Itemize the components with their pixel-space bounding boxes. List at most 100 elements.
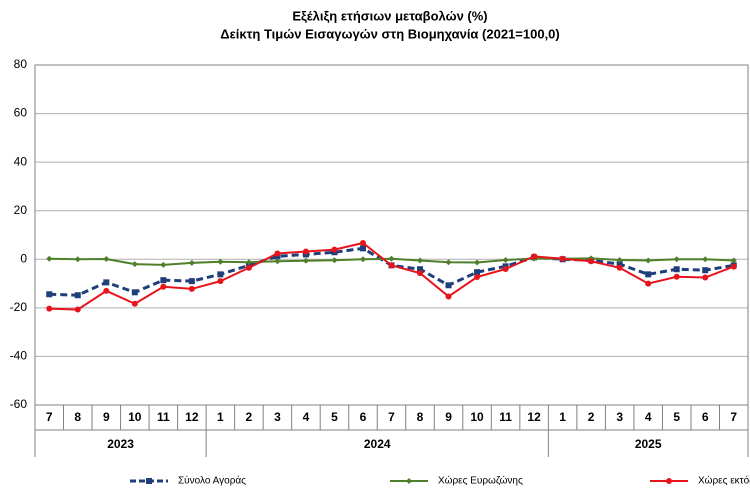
point [474,259,481,266]
x-tick-label: 9 [103,410,110,424]
point [673,256,680,263]
legend-marker [666,478,672,484]
point [245,259,252,266]
point [445,259,452,266]
legend-label: Σύνολο Αγοράς [178,475,246,487]
point [702,256,709,263]
y-tick-label: 80 [14,57,28,71]
plot-frame [34,64,749,406]
point [645,280,652,287]
x-tick-label: 9 [445,410,452,424]
x-tick-label: 10 [128,410,142,424]
point [46,255,53,262]
chart-subtitle: Δείκτη Τιμών Εισαγωγών στη Βιομηχανία (2… [220,26,560,41]
point [531,253,538,260]
x-tick-label: 10 [470,410,484,424]
point [588,258,595,265]
point [359,256,366,263]
y-tick-label: 20 [14,203,28,217]
point [217,278,224,285]
point [702,274,709,281]
point [559,255,566,262]
x-tick-label: 2 [588,410,595,424]
x-tick-label: 7 [730,410,737,424]
series-line [49,241,735,311]
point [131,289,138,296]
point [302,257,309,264]
point [131,300,138,307]
y-tick-label: -20 [10,300,28,314]
point [188,278,195,285]
x-tick-label: 3 [616,410,623,424]
y-tick-label: 60 [14,106,28,120]
point [160,283,167,290]
x-tick-label: 12 [527,410,541,424]
point [188,285,195,292]
point [730,257,737,264]
x-tick-label: 8 [417,410,424,424]
point [645,271,652,278]
point [160,261,167,268]
point [217,258,224,265]
point [445,282,452,289]
point [302,248,309,255]
x-tick-label: 1 [217,410,224,424]
x-tick-label: 6 [360,410,367,424]
point [730,263,737,270]
x-tick-label: 1 [559,410,566,424]
point [388,255,395,262]
point [331,257,338,264]
point [245,264,252,271]
point [359,240,366,247]
point [474,269,481,276]
chart-title: Εξέλιξη ετήσιων μεταβολών (%) [292,8,487,23]
point [46,291,53,298]
legend-marker [146,478,152,484]
point [274,258,281,265]
point [103,287,110,294]
y-tick-label: 0 [20,251,27,265]
x-tick-label: 2 [246,410,253,424]
x-group-label: 2023 [107,437,134,451]
point [388,262,395,269]
point [74,292,81,299]
point [188,259,195,266]
x-tick-label: 5 [331,410,338,424]
point [502,266,509,272]
point [160,277,167,284]
point [274,250,281,257]
legend-label: Χώρες εκτός Ευρωζώνης [698,475,750,487]
point [217,271,224,278]
point [103,279,110,286]
x-tick-label: 4 [303,410,310,424]
point [331,246,338,253]
point [417,270,424,277]
x-tick-label: 12 [185,410,199,424]
point [103,256,110,263]
point [616,264,623,271]
point [474,274,481,281]
x-group-label: 2024 [364,437,391,451]
x-tick-label: 5 [673,410,680,424]
x-tick-label: 8 [74,410,81,424]
x-tick-label: 7 [46,410,53,424]
point [417,266,424,273]
point [673,266,680,273]
legend-label: Χώρες Ευρωζώνης [438,475,523,487]
y-tick-label: -40 [10,349,28,363]
point [131,261,138,268]
point [74,256,81,263]
x-tick-label: 7 [388,410,395,424]
point [645,257,652,264]
point [359,245,366,252]
legend-marker [406,478,412,484]
point [417,257,424,264]
point [616,261,623,268]
x-tick-label: 3 [274,410,281,424]
point [502,257,509,264]
point [46,305,53,312]
point [702,267,709,274]
point [74,306,81,313]
x-tick-label: 11 [157,410,170,424]
